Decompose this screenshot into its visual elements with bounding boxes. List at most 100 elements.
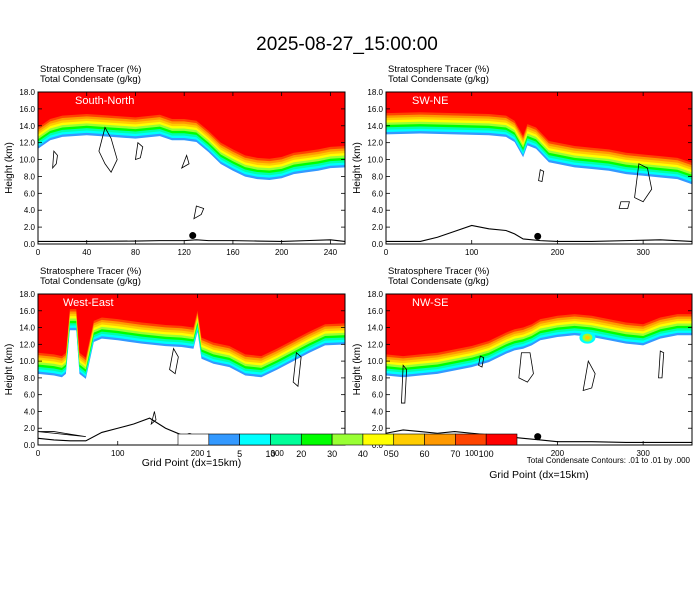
y-tick-label: 16.0 — [367, 105, 383, 114]
colorbar-label: 1 — [206, 449, 211, 459]
x-tick-label: 40 — [82, 248, 91, 257]
y-tick-label: 8.0 — [372, 374, 384, 383]
x-tick-label: 200 — [275, 248, 289, 257]
colorbar-label: 70 — [450, 449, 460, 459]
x-tick-label: 200 — [551, 449, 565, 458]
colorbar-swatch — [239, 433, 271, 446]
y-tick-label: 12.0 — [367, 340, 383, 349]
colorbar-swatch — [177, 433, 210, 446]
condensate-contour — [38, 431, 86, 438]
panel-nw-se: 0.0 2.0 4.0 6.0 8.0 10.0 12.0 14.0 16.0 18.0 0 100 2… — [352, 266, 693, 481]
stratosphere-fill — [386, 92, 692, 163]
plot-frame — [385, 91, 693, 245]
condensate-contour — [52, 150, 58, 170]
condensate-contour — [169, 347, 179, 375]
y-tick-label: 12.0 — [19, 340, 35, 349]
y-tick-label: 18.0 — [367, 88, 383, 97]
panel-south-north: 0.0 2.0 4.0 6.0 8.0 10.0 12.0 14.0 16.0 18.0 0 40 80… — [4, 64, 346, 257]
panel-header-variable: Stratosphere Tracer (%) — [40, 266, 141, 277]
footnote: Total Condensate Contours: .01 to .01 by… — [527, 456, 691, 465]
panel-header-variable: Total Condensate (g/kg) — [40, 74, 141, 85]
y-tick-label: 6.0 — [372, 189, 384, 198]
condensate-contour — [658, 350, 665, 379]
y-tick-label: 8.0 — [372, 172, 384, 181]
y-tick-label: 12.0 — [367, 139, 383, 148]
x-tick-label: 300 — [636, 449, 650, 458]
panel-header-variable: Total Condensate (g/kg) — [40, 276, 141, 287]
x-tick-label: 0 — [384, 248, 389, 257]
plot-area — [38, 92, 345, 244]
y-tick-label: 8.0 — [24, 172, 36, 181]
x-tick-label: 0 — [36, 248, 41, 257]
y-tick-label: 18.0 — [367, 290, 383, 299]
y-tick-label: 4.0 — [24, 206, 36, 215]
stratosphere-fill — [38, 294, 345, 358]
y-tick-label: 16.0 — [19, 105, 35, 114]
x-tick-label: 240 — [324, 248, 338, 257]
panels: 0.02.04.06.08.010.012.014.016.018.00 40 80… — [4, 64, 693, 481]
condensate-contour — [292, 351, 302, 388]
x-tick-label: 0 — [36, 449, 41, 458]
y-axis-label: Height (km) — [352, 344, 363, 396]
colorbar-label: 10 — [265, 449, 275, 459]
colorbar-swatch — [331, 433, 364, 446]
colorbar-label: 20 — [296, 449, 306, 459]
tracer-patch — [579, 331, 596, 344]
x-tick-label: 300 — [271, 449, 285, 458]
y-tick-label: 4.0 — [24, 407, 36, 416]
colorbar-swatch — [485, 433, 518, 446]
plot-area — [386, 92, 692, 244]
x-tick-label: 100 — [111, 449, 125, 458]
location-marker — [189, 232, 197, 240]
panel-sw-ne: 0.0 2.0 4.0 6.0 8.0 10.0 12.0 14.0 16.0 18.0 0 100 2… — [352, 64, 693, 257]
panel-title: South-North — [75, 95, 134, 107]
y-tick-label: 4.0 — [372, 407, 384, 416]
page-title: 2025-08-27_15:00:00 — [256, 34, 438, 55]
plot-area — [38, 294, 345, 445]
colorbar-label: 30 — [327, 449, 337, 459]
y-tick-label: 10.0 — [19, 357, 35, 366]
panel-header-variable: Total Condensate (g/kg) — [388, 74, 489, 85]
stratosphere-fill — [386, 294, 692, 357]
x-tick-label: 200 — [191, 449, 205, 458]
condensate-contour — [478, 355, 485, 368]
y-tick-label: 16.0 — [19, 307, 35, 316]
x-axis-label: Grid Point (dx=15km) — [489, 469, 589, 481]
panel-title: NW-SE — [412, 297, 448, 309]
plot-frame — [37, 91, 346, 245]
colorbar-swatch — [362, 433, 395, 446]
y-tick-label: 18.0 — [19, 290, 35, 299]
x-tick-label: 100 — [465, 449, 479, 458]
y-tick-label: 0.0 — [372, 441, 384, 450]
y-tick-label: 16.0 — [367, 307, 383, 316]
y-tick-label: 10.0 — [19, 156, 35, 165]
colorbar: 1 5 10 20 30 40 50 60 70 100 — [177, 433, 518, 459]
y-axis-label: Height (km) — [4, 344, 15, 396]
x-tick-label: 80 — [131, 248, 140, 257]
x-tick-label: 120 — [178, 248, 192, 257]
y-tick-label: 14.0 — [19, 122, 35, 131]
panel-header-variable: Total Condensate (g/kg) — [388, 276, 489, 287]
plot-area — [386, 294, 692, 445]
location-marker — [534, 433, 542, 441]
condensate-contour — [150, 411, 157, 426]
colorbar-label: 40 — [358, 449, 368, 459]
condensate-contour — [618, 201, 630, 209]
condensate-contour — [193, 205, 205, 220]
panel-west-east: 0.0 2.0 4.0 6.0 8.0 10.0 12.0 14.0 16.0 18.0 0 100 2… — [4, 266, 346, 469]
colorbar-swatch — [393, 433, 425, 446]
y-tick-label: 0.0 — [372, 240, 384, 249]
stratosphere-fill — [38, 92, 345, 159]
panel-header-variable: Stratosphere Tracer (%) — [388, 64, 489, 75]
plot-frame — [385, 293, 693, 446]
y-axis-label: Height (km) — [352, 142, 363, 194]
y-tick-label: 6.0 — [24, 391, 36, 400]
panel-header-variable: Stratosphere Tracer (%) — [40, 64, 141, 75]
y-tick-label: 14.0 — [367, 122, 383, 131]
y-tick-label: 2.0 — [372, 424, 384, 433]
condensate-contour — [634, 163, 653, 203]
colorbar-swatch — [270, 433, 302, 446]
panel-title: West-East — [63, 297, 114, 309]
terrain-line — [386, 224, 692, 243]
